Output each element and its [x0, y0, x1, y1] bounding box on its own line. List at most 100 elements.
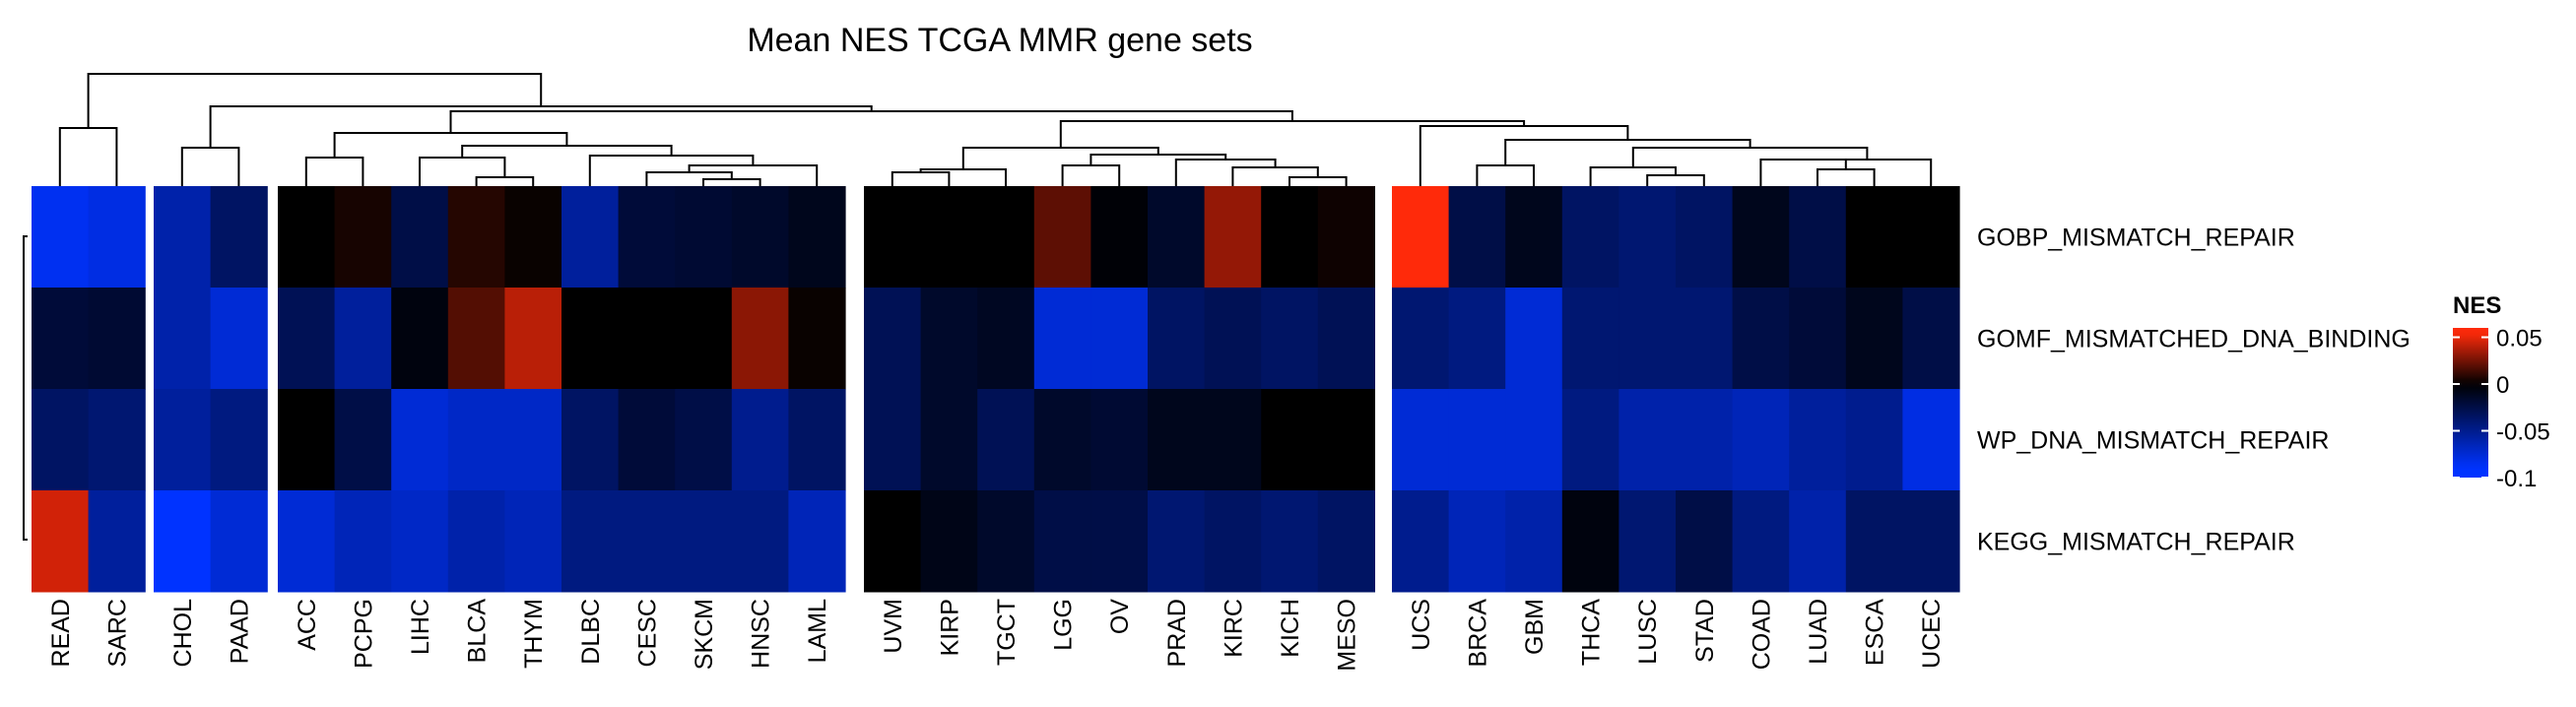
dendrogram-branch	[419, 157, 506, 186]
heatmap-cell	[675, 389, 733, 491]
heatmap-cell	[561, 186, 620, 289]
heatmap-cell	[210, 186, 268, 289]
legend-tick-label: -0.05	[2496, 419, 2550, 446]
heatmap-cell	[731, 490, 789, 593]
heatmap-cell	[32, 490, 90, 593]
dendrogram-branch	[961, 147, 1159, 169]
heatmap-cell	[1732, 389, 1790, 491]
heatmap-cell	[920, 389, 978, 491]
heatmap-cell	[334, 288, 392, 390]
dendrogram-branch	[1288, 176, 1348, 186]
heatmap-cell	[920, 186, 978, 289]
heatmap-cell	[1392, 186, 1450, 289]
nes-legend: NES 0.05 0 -0.05 -0.1	[2453, 292, 2550, 492]
heatmap-cell	[977, 186, 1035, 289]
heatmap-cell	[1505, 288, 1563, 390]
heatmap-cell	[561, 288, 620, 390]
heatmap-cell	[504, 186, 562, 289]
column-labels: READ SARC CHOL PAAD ACC PCPG LIHC BLCA THYM DLBC C…	[47, 599, 1946, 672]
heatmap-cell	[1148, 288, 1206, 390]
column-label: ACC	[294, 599, 321, 651]
heatmap-cell	[1148, 186, 1206, 289]
column-label: UCEC	[1918, 599, 1946, 669]
heatmap-cell	[1204, 288, 1262, 390]
heatmap-cell	[88, 389, 146, 491]
dendrogram-branch	[1631, 147, 1869, 167]
heatmap-cell	[1789, 186, 1847, 289]
heatmap-cell	[278, 186, 336, 289]
dendrogram-branch	[1816, 168, 1876, 186]
legend-title: NES	[2453, 292, 2501, 319]
heatmap-cell	[977, 288, 1035, 390]
heatmap-cell	[788, 490, 846, 593]
heatmap-cell	[154, 186, 212, 289]
heatmap-cell	[391, 389, 449, 491]
dendrogram-branch	[1589, 166, 1677, 186]
heatmap-cell	[977, 389, 1035, 491]
heatmap-cell	[1902, 389, 1960, 491]
heatmap-cell	[561, 490, 620, 593]
heatmap-cell	[1448, 288, 1506, 390]
heatmap-cell	[504, 389, 562, 491]
dendrogram-branch	[1174, 159, 1277, 186]
column-label: PRAD	[1163, 599, 1191, 667]
column-label: UVM	[880, 599, 907, 654]
row-labels: GOBP_MISMATCH_REPAIR GOMF_MISMATCHED_DNA_…	[1977, 225, 2411, 556]
column-label: KIRC	[1220, 599, 1247, 658]
column-label: LUSC	[1634, 599, 1662, 665]
column-label: SKCM	[691, 599, 718, 670]
heatmap-cell	[1261, 490, 1319, 593]
column-label: GBM	[1521, 599, 1549, 655]
heatmap-cell	[334, 389, 392, 491]
heatmap-cell	[504, 288, 562, 390]
heatmap-cell	[210, 389, 268, 491]
heatmap-cell	[1561, 490, 1619, 593]
column-label: TGCT	[993, 599, 1021, 666]
heatmap-cell	[32, 389, 90, 491]
column-label: UCS	[1408, 599, 1435, 651]
legend-tick-label: 0	[2496, 372, 2509, 399]
heatmap-cell	[1448, 389, 1506, 491]
heatmap-cell	[1204, 186, 1262, 289]
heatmap-cell	[88, 186, 146, 289]
heatmap-cell	[1732, 288, 1790, 390]
heatmap-cell	[210, 490, 268, 593]
dendrogram-branch	[58, 127, 118, 186]
heatmap-cell	[1618, 288, 1677, 390]
heatmap-cell	[1561, 186, 1619, 289]
heatmap-cell	[788, 389, 846, 491]
heatmap-cell	[1561, 389, 1619, 491]
heatmap-cell	[447, 186, 505, 289]
dendrogram-branch	[1061, 164, 1121, 186]
heatmap-cell	[88, 288, 146, 390]
heatmap-cell	[32, 288, 90, 390]
heatmap-cell	[334, 490, 392, 593]
row-label: WP_DNA_MISMATCH_REPAIR	[1977, 427, 2329, 455]
heatmap-cell	[618, 186, 676, 289]
column-label: HNSC	[748, 599, 775, 669]
legend-ticks: 0.05 0 -0.05 -0.1	[2453, 326, 2550, 492]
heatmap-cell	[1732, 186, 1790, 289]
heatmap-cell	[977, 490, 1035, 593]
heatmap-cell	[1676, 490, 1734, 593]
dendrogram-branch	[1476, 164, 1535, 186]
dendrogram-branch	[475, 176, 535, 186]
heatmap-cell	[447, 490, 505, 593]
row-label: KEGG_MISMATCH_REPAIR	[1977, 529, 2295, 556]
column-label: KIRP	[936, 599, 963, 656]
column-label: THYM	[520, 599, 548, 669]
column-label: CHOL	[169, 599, 197, 668]
column-label: STAD	[1691, 599, 1719, 663]
heatmap-cell	[447, 389, 505, 491]
heatmap-cell	[788, 186, 846, 289]
heatmap-cell	[210, 288, 268, 390]
heatmap-cell	[1148, 490, 1206, 593]
column-label: KICH	[1277, 599, 1304, 658]
column-label: BLCA	[464, 599, 492, 664]
column-label: READ	[47, 599, 75, 667]
heatmap-cell	[1448, 186, 1506, 289]
heatmap-cell	[334, 186, 392, 289]
heatmap-cell	[864, 186, 922, 289]
column-label: THCA	[1578, 599, 1606, 666]
